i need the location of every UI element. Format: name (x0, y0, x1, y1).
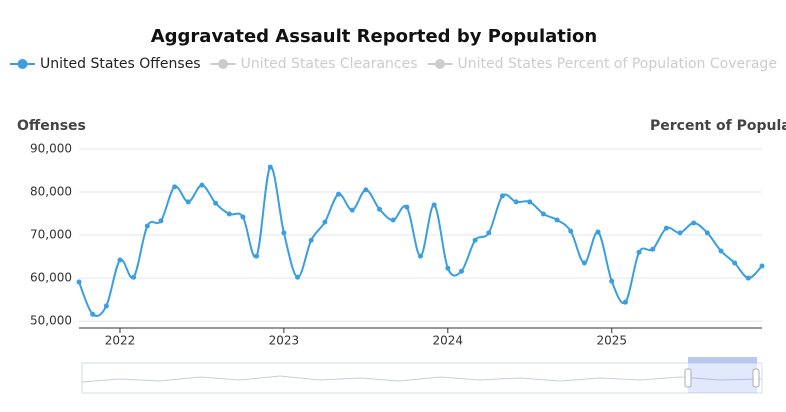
y-tick-label: 70,000 (30, 228, 72, 242)
data-point (349, 207, 355, 213)
legend-item[interactable]: United States Offenses (10, 56, 201, 72)
data-point (595, 229, 601, 235)
zoom-bar[interactable] (688, 357, 757, 363)
data-point (295, 274, 301, 280)
data-point (90, 311, 96, 317)
y-tick-label: 60,000 (30, 271, 72, 285)
data-point (322, 219, 328, 225)
data-point (650, 246, 656, 252)
data-point (622, 299, 628, 305)
zoom-handle[interactable] (752, 368, 760, 388)
data-point (158, 218, 164, 224)
y-tick-label: 80,000 (30, 185, 72, 199)
legend-marker (17, 59, 28, 69)
data-point (677, 230, 683, 236)
data-point (486, 230, 492, 236)
data-point (144, 223, 150, 229)
data-point (745, 275, 751, 281)
data-point (554, 217, 560, 223)
data-point (568, 228, 574, 234)
chart-title: Aggravated Assault Reported by Populatio… (151, 26, 598, 47)
data-point (213, 200, 219, 206)
legend-label: United States Offenses (40, 56, 201, 72)
y-axis-title: Offenses (17, 118, 86, 134)
data-point (458, 268, 464, 274)
zoom-window[interactable] (688, 363, 757, 393)
data-point (377, 206, 383, 212)
data-point (267, 164, 273, 170)
data-point (513, 199, 519, 205)
data-point (540, 211, 546, 217)
data-point (431, 202, 437, 208)
data-point (691, 220, 697, 226)
zoom-track (81, 362, 763, 394)
zoom-shadow (81, 375, 763, 383)
y-tick-label: 90,000 (30, 142, 72, 156)
y2-axis-title: Percent of Population (650, 118, 786, 134)
legend-item[interactable]: United States Clearances (210, 56, 418, 72)
data-point (103, 303, 109, 309)
data-point (472, 237, 478, 243)
data-point (254, 253, 260, 259)
data-point (308, 237, 314, 243)
x-tick-label: 2022 (105, 334, 136, 348)
data-point (199, 182, 205, 188)
data-point (131, 274, 137, 280)
data-point (718, 248, 724, 254)
x-tick-label: 2025 (596, 334, 627, 348)
data-zoom[interactable] (81, 357, 763, 394)
x-tick-label: 2023 (269, 334, 300, 348)
legend-marker (435, 59, 446, 69)
data-point (185, 199, 191, 205)
legend-item[interactable]: United States Percent of Population Cove… (427, 56, 777, 72)
data-point (117, 257, 123, 263)
data-point (732, 260, 738, 266)
data-point (172, 184, 178, 190)
x-tick-label: 2024 (433, 334, 464, 348)
data-point (499, 193, 505, 199)
data-point (445, 265, 451, 271)
data-point (418, 253, 423, 259)
data-point (609, 278, 615, 284)
data-point (281, 230, 287, 236)
legend-label: United States Clearances (241, 56, 418, 72)
data-point (76, 279, 82, 285)
data-point (663, 225, 669, 231)
data-point (636, 249, 642, 255)
y-tick-label: 50,000 (30, 314, 72, 328)
data-point (527, 199, 533, 205)
data-point (390, 217, 396, 223)
data-point (240, 214, 246, 220)
data-point (581, 260, 587, 266)
data-point (759, 263, 765, 269)
data-point (404, 204, 410, 210)
legend-marker (218, 59, 229, 69)
data-point (704, 230, 710, 236)
zoom-handle[interactable] (684, 368, 692, 388)
series-line (78, 166, 763, 317)
data-point (336, 191, 342, 197)
data-point (363, 187, 369, 193)
legend-label: United States Percent of Population Cove… (458, 56, 777, 72)
data-point (226, 211, 232, 217)
